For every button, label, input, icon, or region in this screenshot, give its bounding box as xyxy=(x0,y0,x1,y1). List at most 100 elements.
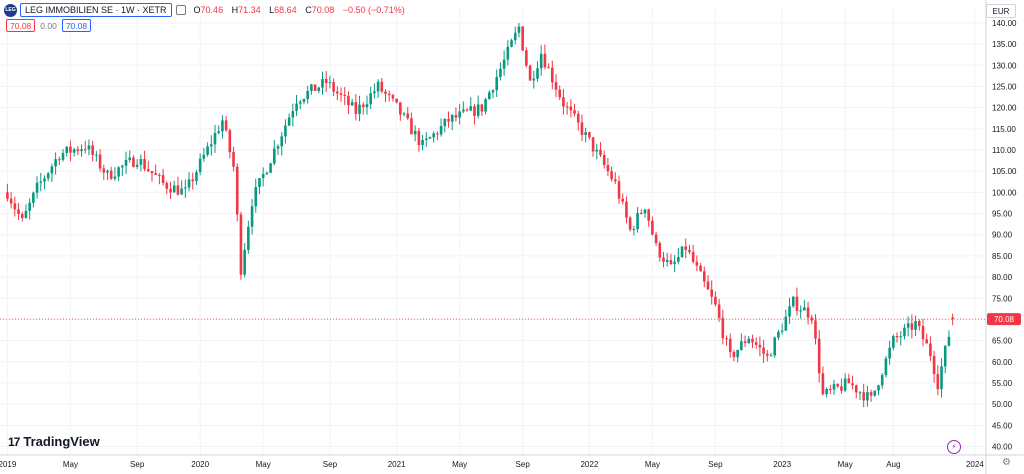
candle-body xyxy=(888,347,891,359)
spread-value: 0.00 xyxy=(40,20,57,31)
candle-body xyxy=(810,317,814,321)
candle-body xyxy=(721,317,725,339)
candle-body xyxy=(209,144,213,147)
candle-body xyxy=(799,310,802,312)
candle-body xyxy=(284,125,287,137)
candle-body xyxy=(20,214,24,219)
candle-body xyxy=(336,91,339,94)
candle-body xyxy=(317,87,321,91)
candle-body xyxy=(261,174,265,179)
candle-body xyxy=(743,341,747,344)
candle-body xyxy=(428,137,432,139)
y-tick-label: 40.00 xyxy=(992,443,1013,452)
candle-body xyxy=(247,226,250,250)
candle-body xyxy=(169,188,172,193)
candle-body xyxy=(328,82,332,84)
candle-body xyxy=(202,154,206,159)
candle-body xyxy=(791,296,795,307)
candle-body xyxy=(914,320,917,330)
candle-body xyxy=(525,50,528,66)
candle-body xyxy=(265,172,269,175)
y-tick-label: 60.00 xyxy=(992,358,1013,367)
candle-body xyxy=(321,78,324,88)
candle-body xyxy=(358,104,361,114)
candle-body xyxy=(158,174,161,176)
candle-body xyxy=(243,249,246,275)
candle-body xyxy=(513,32,517,41)
candle-body xyxy=(113,176,117,179)
candle-body xyxy=(476,104,480,116)
candle-body xyxy=(439,125,443,135)
candle-body xyxy=(24,210,28,219)
candle-body xyxy=(510,40,513,47)
x-tick-label: May xyxy=(838,460,853,469)
y-tick-label: 125.00 xyxy=(992,82,1017,91)
candle-body xyxy=(539,53,543,69)
candle-body xyxy=(862,392,865,401)
flash-icon[interactable]: ⚡ xyxy=(947,440,961,454)
candle-body xyxy=(72,149,76,153)
candle-body xyxy=(473,106,476,116)
candle-body xyxy=(573,110,576,114)
candle-body xyxy=(584,132,587,135)
y-tick-label: 85.00 xyxy=(992,252,1013,261)
candle-body xyxy=(588,132,591,138)
candle-body xyxy=(83,149,87,151)
candle-body xyxy=(132,157,135,167)
candle-body xyxy=(836,384,840,387)
currency-label[interactable]: EUR xyxy=(986,4,1016,18)
candle-body xyxy=(606,164,610,172)
bid-price[interactable]: 70.08 xyxy=(6,19,36,32)
y-tick-label: 105.00 xyxy=(992,167,1017,176)
candle-body xyxy=(873,390,877,396)
candle-body xyxy=(947,336,951,346)
candle-body xyxy=(395,98,398,103)
candle-body xyxy=(224,120,228,131)
ask-price[interactable]: 70.08 xyxy=(61,19,92,32)
candle-body xyxy=(576,113,580,123)
candle-body xyxy=(150,170,154,174)
x-tick-label: May xyxy=(256,460,271,469)
candle-body xyxy=(50,166,54,174)
candle-body xyxy=(551,67,554,83)
candle-body xyxy=(932,355,936,375)
y-tick-label: 90.00 xyxy=(992,231,1013,240)
candle-body xyxy=(636,213,639,229)
symbol-title[interactable]: LEG IMMOBILIEN SE · 1W · XETR xyxy=(20,3,172,17)
gear-icon[interactable]: ⚙ xyxy=(1002,457,1011,468)
candle-body xyxy=(302,99,306,102)
x-tick-label: Sep xyxy=(130,460,145,469)
candle-body xyxy=(673,261,676,264)
candle-body xyxy=(447,118,450,122)
x-tick-label: 2022 xyxy=(580,460,598,469)
candle-body xyxy=(788,306,791,317)
candle-body xyxy=(547,67,550,69)
candle-body xyxy=(206,146,209,155)
candle-body xyxy=(109,170,113,179)
y-tick-label: 50.00 xyxy=(992,400,1013,409)
candle-body xyxy=(480,104,484,112)
candle-body xyxy=(806,307,810,318)
candle-body xyxy=(669,260,673,264)
candle-body xyxy=(580,122,584,135)
candle-body xyxy=(614,179,617,182)
candle-body xyxy=(58,159,61,161)
eye-hide-icon[interactable] xyxy=(175,5,186,15)
candle-body xyxy=(951,317,954,320)
candle-body xyxy=(232,152,235,167)
chart-legend: LEG LEG IMMOBILIEN SE · 1W · XETR O70.46… xyxy=(4,3,408,17)
candle-body xyxy=(146,169,150,171)
candle-body xyxy=(521,26,524,51)
candle-body xyxy=(343,94,347,96)
candle-body xyxy=(135,164,139,167)
candle-body xyxy=(658,243,662,258)
candle-body xyxy=(339,93,343,95)
candle-body xyxy=(558,89,562,98)
candle-body xyxy=(769,355,773,357)
candle-body xyxy=(280,136,284,147)
candle-body xyxy=(269,163,272,173)
candle-body xyxy=(180,188,183,195)
candle-body xyxy=(654,234,658,244)
candle-body xyxy=(306,90,309,100)
